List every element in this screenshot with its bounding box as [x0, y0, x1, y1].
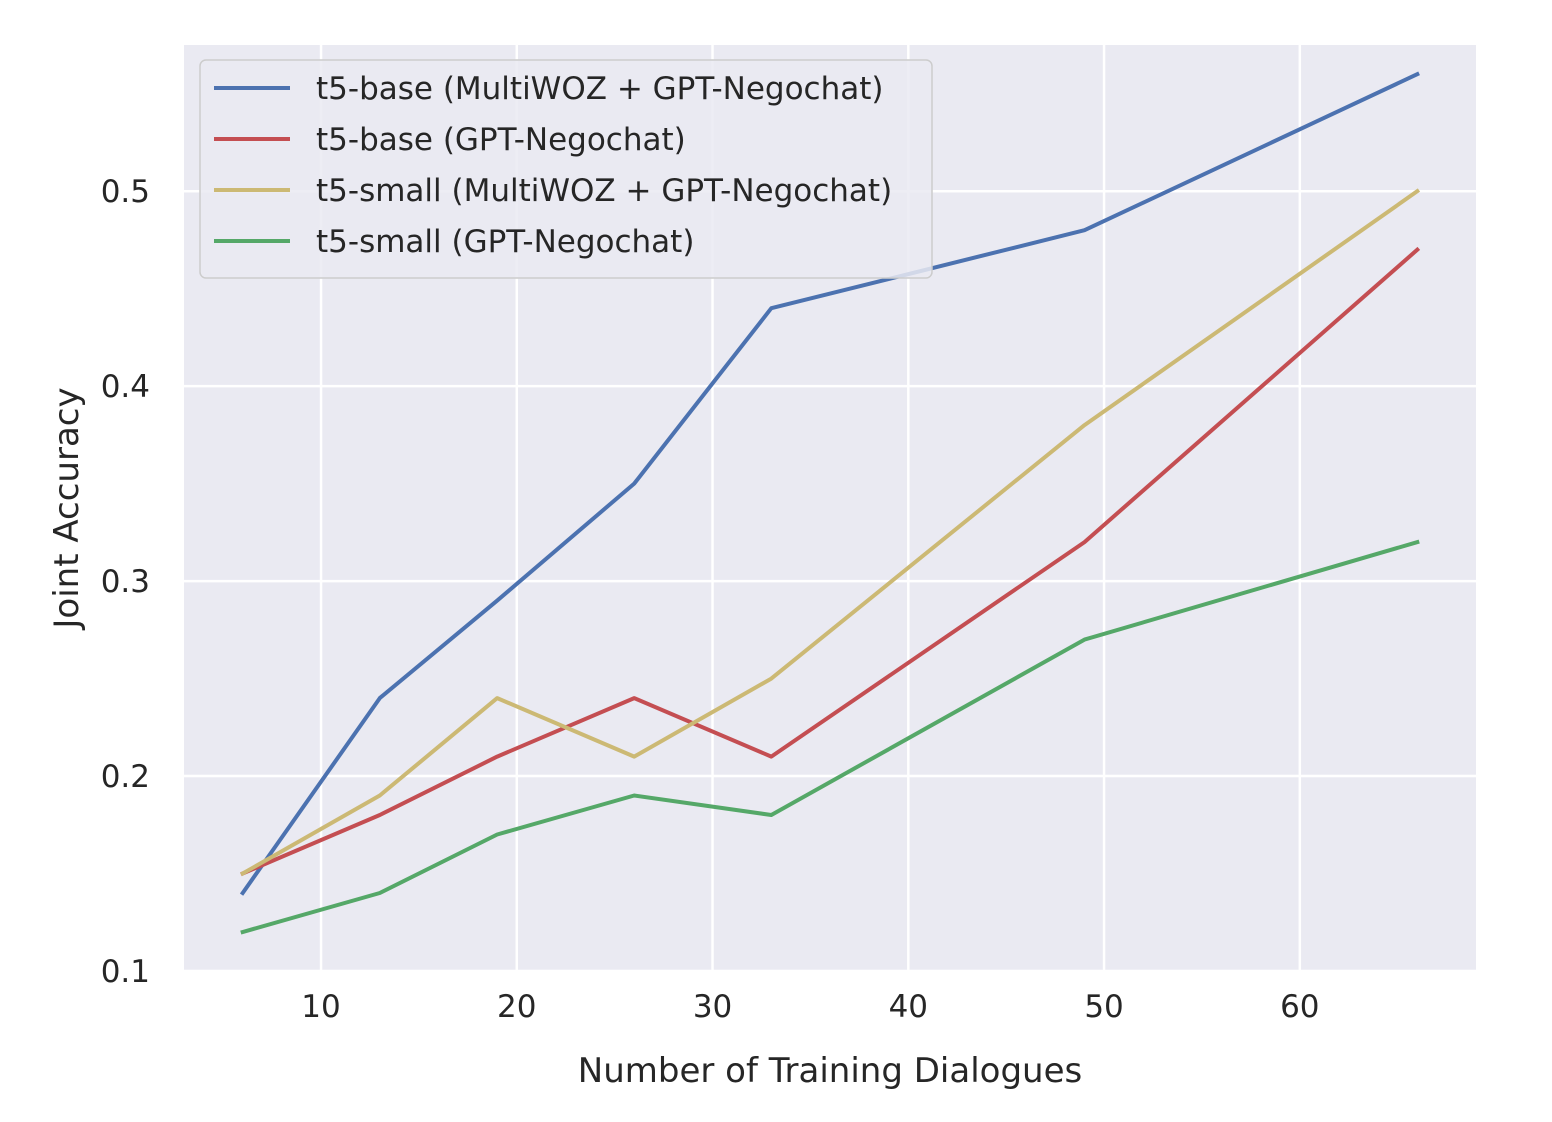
x-tick-label: 20 — [497, 989, 536, 1025]
y-tick-label: 0.3 — [101, 564, 150, 600]
x-tick-label: 60 — [1280, 989, 1319, 1025]
legend-box — [199, 59, 933, 279]
y-tick-label: 0.5 — [101, 174, 150, 210]
x-tick-label: 40 — [889, 989, 928, 1025]
y-axis-label: Joint Accuracy — [47, 387, 87, 630]
series-lines — [239, 71, 1421, 935]
legend-label-3: t5-small (MultiWOZ + GPT-Negochat) — [316, 173, 892, 209]
legend-label-1: t5-base (MultiWOZ + GPT-Negochat) — [316, 71, 884, 107]
legend-label-2: t5-base (GPT-Negochat) — [316, 122, 686, 158]
legend-label-4: t5-small (GPT-Negochat) — [316, 224, 694, 260]
series-line-2 — [240, 246, 1421, 877]
x-tick-label: 10 — [301, 989, 340, 1025]
x-tick-label: 30 — [693, 989, 732, 1025]
series-line-4 — [240, 539, 1420, 935]
series-line-1 — [239, 71, 1420, 896]
x-axis-ticks: 10 20 30 40 50 60 — [301, 989, 1319, 1025]
x-tick-label: 50 — [1084, 989, 1123, 1025]
legend: t5-base (MultiWOZ + GPT-Negochat) t5-base… — [199, 59, 933, 279]
y-tick-label: 0.4 — [101, 369, 150, 405]
x-axis-label: Number of Training Dialogues — [578, 1051, 1082, 1091]
y-axis-ticks: 0.1 0.2 0.3 0.4 0.5 — [101, 174, 150, 990]
y-tick-label: 0.1 — [101, 954, 150, 990]
y-tick-label: 0.2 — [101, 759, 150, 795]
series-line-3 — [239, 188, 1421, 877]
